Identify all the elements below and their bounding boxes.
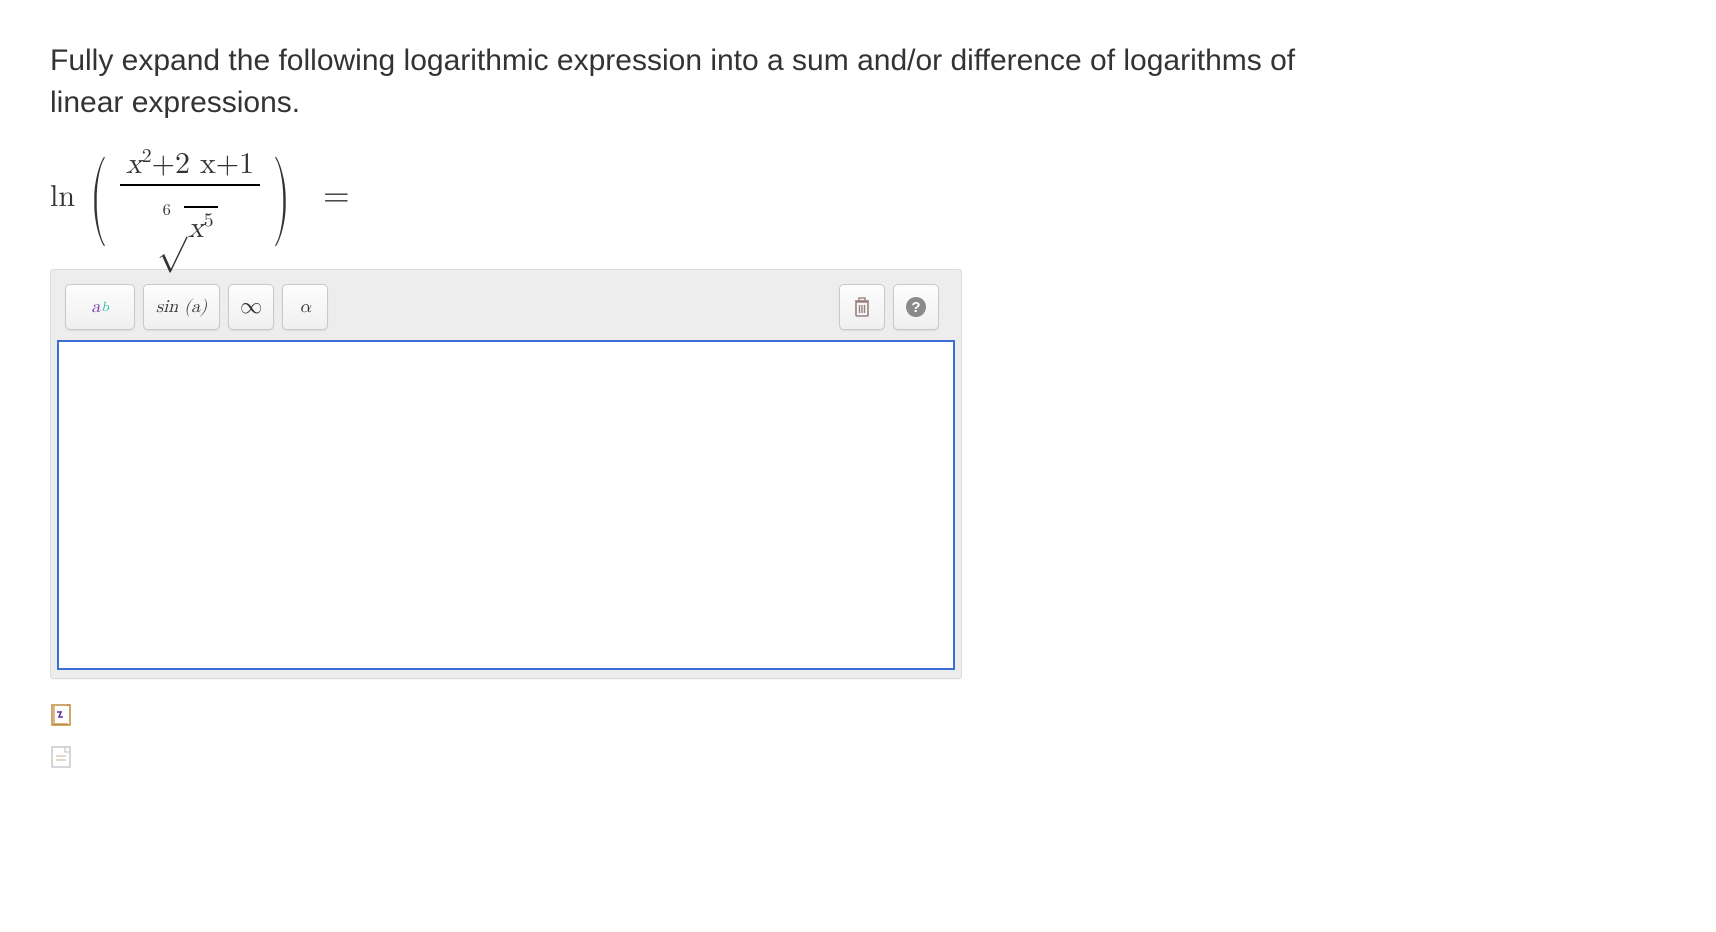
help-button[interactable]: ? (893, 284, 939, 330)
equation-editor-icon[interactable] (50, 703, 72, 727)
alpha-label: α (299, 296, 311, 318)
numerator: x2+2 x+1 (120, 144, 260, 186)
question-text: Fully expand the following logarithmic e… (50, 40, 1666, 124)
denominator: 6 √ x5 (157, 186, 224, 249)
radicand: x5 (184, 206, 218, 246)
infinity-label: ∞ (240, 294, 262, 320)
root: 6 √ x5 (163, 206, 218, 249)
math-toolbar: ab sin (a) ∞ α (51, 270, 961, 340)
greek-button[interactable]: α (282, 284, 328, 330)
fraction: x2+2 x+1 6 √ x5 (120, 144, 260, 249)
question-line-2: linear expressions. (50, 86, 300, 119)
exponent-button[interactable]: ab (65, 284, 135, 330)
sin-label: sin (a) (156, 296, 207, 318)
math-expression: ln ( x2+2 x+1 6 √ x5 ) = (50, 144, 1666, 249)
radicand-var: x (188, 213, 204, 243)
sqrt-symbol: √ (157, 206, 187, 249)
num-exp: 2 (142, 146, 152, 166)
num-var: x (126, 149, 142, 179)
math-input-panel: ab sin (a) ∞ α (50, 269, 962, 679)
clear-button[interactable] (839, 284, 885, 330)
footer-icons (50, 703, 1666, 769)
document-icon[interactable] (50, 745, 72, 769)
trash-icon (852, 296, 872, 318)
help-icon: ? (905, 296, 927, 318)
answer-input[interactable] (57, 340, 955, 670)
equals-sign: = (323, 176, 349, 217)
right-paren: ) (273, 152, 291, 242)
exponent-sup: b (101, 299, 109, 316)
svg-text:?: ? (911, 299, 920, 316)
left-paren: ( (90, 152, 108, 242)
infinity-button[interactable]: ∞ (228, 284, 274, 330)
num-rest: +2 x+1 (152, 149, 254, 179)
ln-function: ln (50, 179, 75, 215)
question-line-1: Fully expand the following logarithmic e… (50, 44, 1295, 77)
radicand-exp: 5 (204, 210, 214, 230)
exponent-base: a (91, 296, 100, 318)
trig-button[interactable]: sin (a) (143, 284, 220, 330)
